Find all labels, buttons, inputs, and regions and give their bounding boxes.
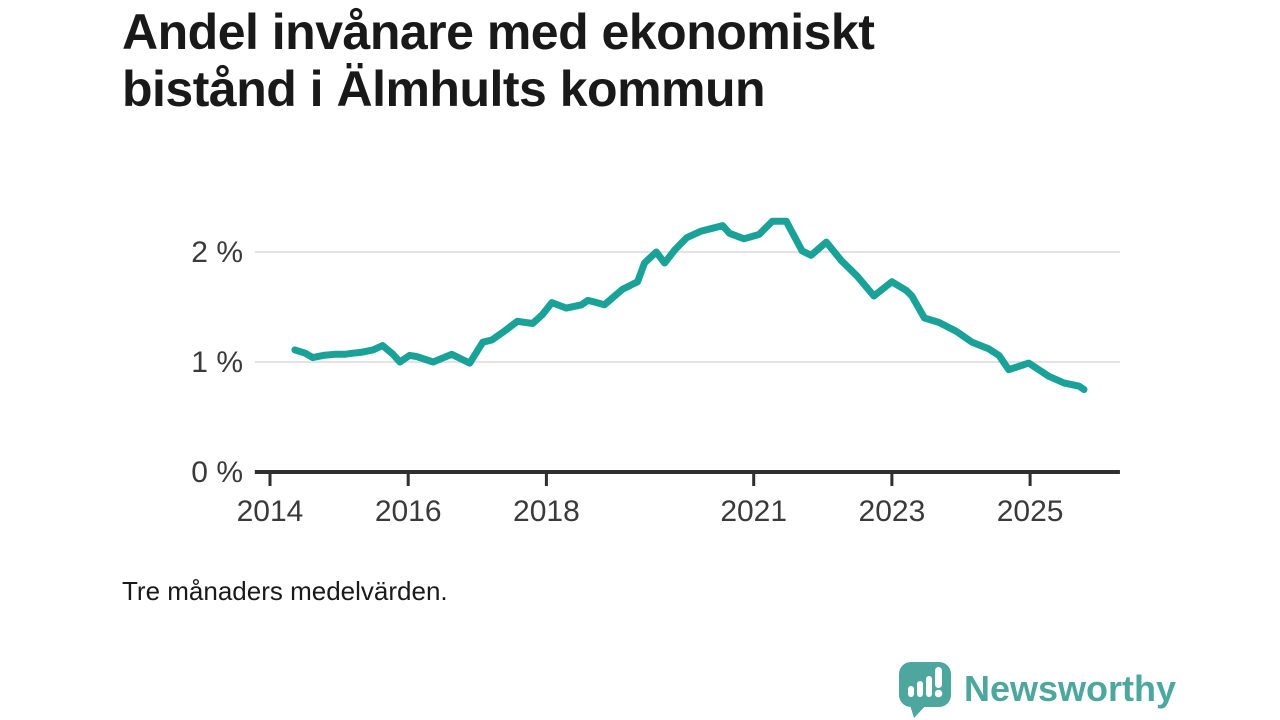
brand-name: Newsworthy — [964, 668, 1177, 709]
x-tick-label: 2014 — [237, 495, 304, 528]
y-tick-label: 0 % — [191, 456, 243, 489]
brand-logo: Newsworthy — [896, 660, 1176, 718]
x-tick-label: 2025 — [997, 495, 1064, 528]
chart-title-line-1: Andel invånare med ekonomiskt — [122, 4, 875, 60]
y-tick-label: 1 % — [191, 346, 243, 379]
x-tick-label: 2023 — [859, 495, 926, 528]
x-tick-label: 2021 — [720, 495, 787, 528]
chart-title: Andel invånare med ekonomiskt bistånd i … — [122, 4, 1042, 118]
y-tick-label: 2 % — [191, 236, 243, 269]
x-tick-label: 2016 — [375, 495, 442, 528]
chart-title-line-2: bistånd i Älmhults kommun — [122, 61, 766, 117]
bar-chart-exclamation-speech-bubble-icon — [899, 662, 951, 718]
data-line — [291, 217, 1088, 393]
x-tick-label: 2018 — [513, 495, 580, 528]
chart-caption: Tre månaders medelvärden. — [122, 576, 448, 606]
